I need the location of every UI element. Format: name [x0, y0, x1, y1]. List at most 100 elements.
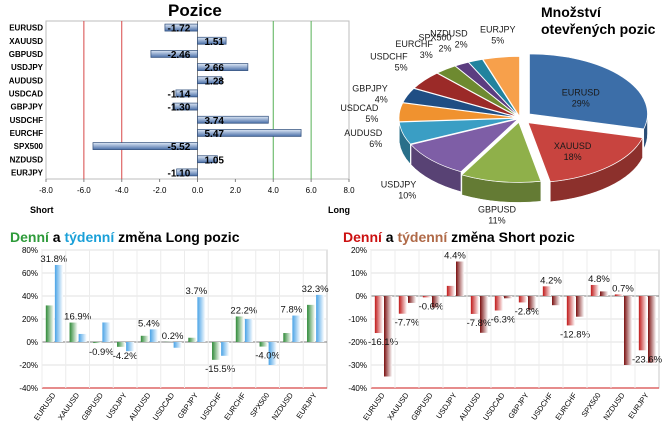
- bar-weekly: [197, 297, 206, 342]
- x-tick-label: 4.0: [268, 186, 280, 195]
- bar-daily: [614, 294, 623, 296]
- category-label: USDCHF: [198, 391, 224, 422]
- data-label: -4.2%: [113, 351, 138, 362]
- bar-weekly: [648, 296, 657, 363]
- pie-percent: 5%: [491, 35, 504, 45]
- y-tick-label: -10%: [348, 315, 367, 324]
- bar: [197, 155, 218, 164]
- category-label: SPX500: [14, 142, 44, 151]
- category-label: USDJPY: [11, 63, 44, 72]
- bar-weekly: [480, 296, 489, 333]
- pie-slice: [410, 118, 520, 173]
- pie-label: EURCHF: [395, 39, 433, 49]
- bar-weekly: [316, 294, 325, 342]
- category-label: USDCHF: [529, 391, 555, 422]
- pie-label: GBPJPY: [352, 83, 388, 93]
- x-tick-label: 6.0: [306, 186, 318, 195]
- axis-long-label: Long: [328, 205, 350, 215]
- bar-daily: [307, 304, 316, 342]
- pie-slice: [398, 118, 518, 145]
- data-label: -2.8%: [515, 306, 540, 317]
- category-label: USDJPY: [434, 391, 458, 420]
- pie-slice: [529, 53, 648, 130]
- pie-percent: 3%: [420, 50, 433, 60]
- y-tick-label: 10%: [351, 269, 367, 278]
- bar: [92, 142, 198, 150]
- data-label: -0.6%: [419, 301, 444, 312]
- pie-slice: [467, 59, 520, 117]
- bar-daily: [69, 322, 78, 342]
- pie-percent: 29%: [572, 99, 590, 109]
- data-label: -4.0%: [255, 351, 280, 362]
- pie-label: NZDUSD: [430, 29, 468, 39]
- bar: [176, 168, 198, 177]
- bar-daily: [374, 296, 383, 334]
- pie-label: USDCAD: [340, 103, 379, 113]
- data-label: -16.1%: [368, 337, 399, 348]
- data-label: -7.8%: [467, 318, 492, 329]
- bar-weekly: [126, 342, 135, 352]
- bar-weekly: [54, 264, 63, 342]
- y-tick-label: 20%: [22, 315, 38, 324]
- data-label: 22.2%: [230, 305, 257, 316]
- y-tick-label: -30%: [348, 361, 367, 370]
- category-label: EURCHF: [10, 129, 43, 138]
- title-rest: změna Short pozic: [451, 229, 575, 245]
- pie-percent: 5%: [395, 63, 408, 73]
- bar-daily: [45, 305, 54, 342]
- positions-panel: Pozice Short Long -8.0 -6.0 -4.0 -2.0 0.0 2.0…: [0, 0, 360, 225]
- pie-slice: [461, 121, 542, 183]
- bar-weekly: [173, 342, 182, 348]
- category-label: GBPJPY: [506, 391, 530, 420]
- category-label: SPX500: [579, 391, 602, 419]
- x-tick-label: -8.0: [39, 186, 53, 195]
- pie-slice: [436, 65, 519, 118]
- pie-percent: 6%: [369, 139, 382, 149]
- data-label: 31.8%: [40, 254, 67, 265]
- positions-chart: Short Long -8.0 -6.0 -4.0 -2.0 0.0 2.0 4.0 6.0 8…: [9, 20, 355, 215]
- bar-weekly: [576, 296, 585, 317]
- pie-label: AUDUSD: [344, 128, 383, 138]
- category-label: USDJPY: [104, 391, 128, 420]
- pie-percent: 18%: [564, 152, 582, 162]
- title-daily: Denní: [10, 229, 49, 245]
- pie-percent: 11%: [488, 215, 505, 225]
- data-label: -12.8%: [560, 329, 591, 340]
- data-label: 5.47: [205, 129, 225, 140]
- bar-weekly: [528, 296, 537, 310]
- data-label: 32.3%: [302, 284, 329, 295]
- bar-daily: [518, 296, 527, 303]
- category-label: USDCAD: [481, 391, 507, 423]
- bar: [175, 89, 198, 98]
- bar-weekly: [504, 296, 513, 299]
- axis-short-label: Short: [30, 205, 54, 215]
- bar: [197, 115, 269, 124]
- data-label: -6.3%: [491, 314, 516, 325]
- data-label: 4.4%: [444, 251, 466, 262]
- bar-daily: [235, 316, 244, 342]
- bar: [150, 50, 198, 58]
- y-tick-label: 80%: [22, 246, 38, 255]
- data-label: 7.8%: [281, 305, 303, 316]
- pie-label: EURJPY: [480, 24, 516, 34]
- category-label: XAUUSD: [9, 37, 43, 46]
- x-tick-label: -4.0: [115, 186, 129, 195]
- bar: [172, 102, 198, 111]
- title-rest: změna Long pozic: [118, 229, 240, 245]
- title-daily: Denní: [343, 229, 382, 245]
- data-label: -23.6%: [632, 354, 663, 365]
- pie-label: USDCHF: [370, 52, 408, 62]
- y-tick-label: -20%: [348, 338, 367, 347]
- category-label: XAUUSD: [385, 391, 411, 422]
- data-label: 0.2%: [162, 331, 184, 342]
- data-label: 4.2%: [540, 275, 562, 286]
- category-label: GBPJPY: [176, 391, 200, 420]
- pie-label: USDJPY: [381, 180, 417, 190]
- data-label: 1.28: [205, 76, 225, 87]
- y-tick-label: -40%: [348, 384, 367, 393]
- data-label: -1.72: [168, 24, 191, 35]
- bar-daily: [494, 296, 503, 311]
- bar-daily: [188, 337, 197, 342]
- bar-daily: [283, 333, 292, 342]
- bar-daily: [140, 335, 149, 342]
